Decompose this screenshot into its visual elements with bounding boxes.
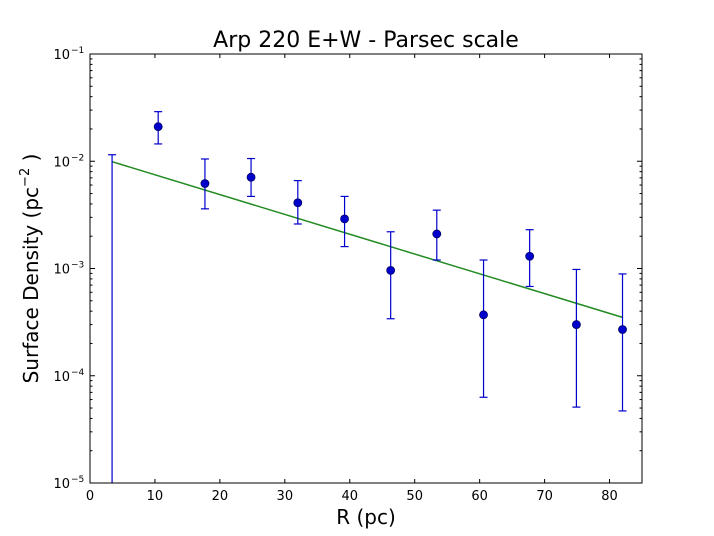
data-point (386, 266, 396, 275)
data-point (525, 251, 535, 261)
fit-line (111, 161, 623, 319)
x-tick-label: 20 (212, 489, 229, 504)
y-tick-exponent: −2 (71, 153, 84, 163)
y-tick-label: 10 (53, 155, 70, 170)
y-axis-label-end: ) (19, 154, 43, 168)
data-point (340, 214, 349, 224)
x-tick-label: 60 (471, 489, 488, 504)
x-tick-label: 30 (277, 489, 294, 504)
data-point (618, 325, 627, 334)
data-point (153, 122, 163, 132)
y-tick-label: 10 (53, 48, 70, 63)
y-tick-label: 10 (53, 263, 70, 278)
x-axis-label: R (pc) (336, 505, 396, 529)
plot-frame (89, 53, 643, 484)
data-point (432, 229, 442, 239)
data-point (200, 179, 210, 188)
y-tick-label: 10 (53, 477, 70, 492)
y-tick-exponent: −5 (71, 475, 84, 485)
x-tick-label: 70 (536, 489, 553, 504)
y-tick-exponent: −4 (71, 368, 85, 378)
chart-title: Arp 220 E+W - Parsec scale (213, 28, 519, 53)
data-marks (108, 111, 627, 483)
data-point (572, 320, 581, 329)
x-tick-label: 10 (147, 489, 164, 504)
y-axis-label-main: Surface Density (pc (19, 187, 43, 383)
x-tick-label: 50 (406, 489, 423, 504)
data-point (246, 172, 256, 182)
plot-area (90, 54, 642, 483)
y-tick-exponent: −1 (71, 46, 84, 56)
data-point (293, 198, 303, 208)
x-tick-label: 80 (601, 489, 618, 504)
x-tick-label: 40 (341, 489, 358, 504)
y-tick-exponent: −3 (71, 261, 84, 271)
y-axis-label-exponent: −2 (18, 168, 33, 187)
data-point (479, 310, 488, 320)
y-tick-label: 10 (53, 370, 70, 385)
y-axis-label: Surface Density (pc−2 ) (18, 154, 43, 384)
x-tick-label: 0 (86, 489, 94, 504)
